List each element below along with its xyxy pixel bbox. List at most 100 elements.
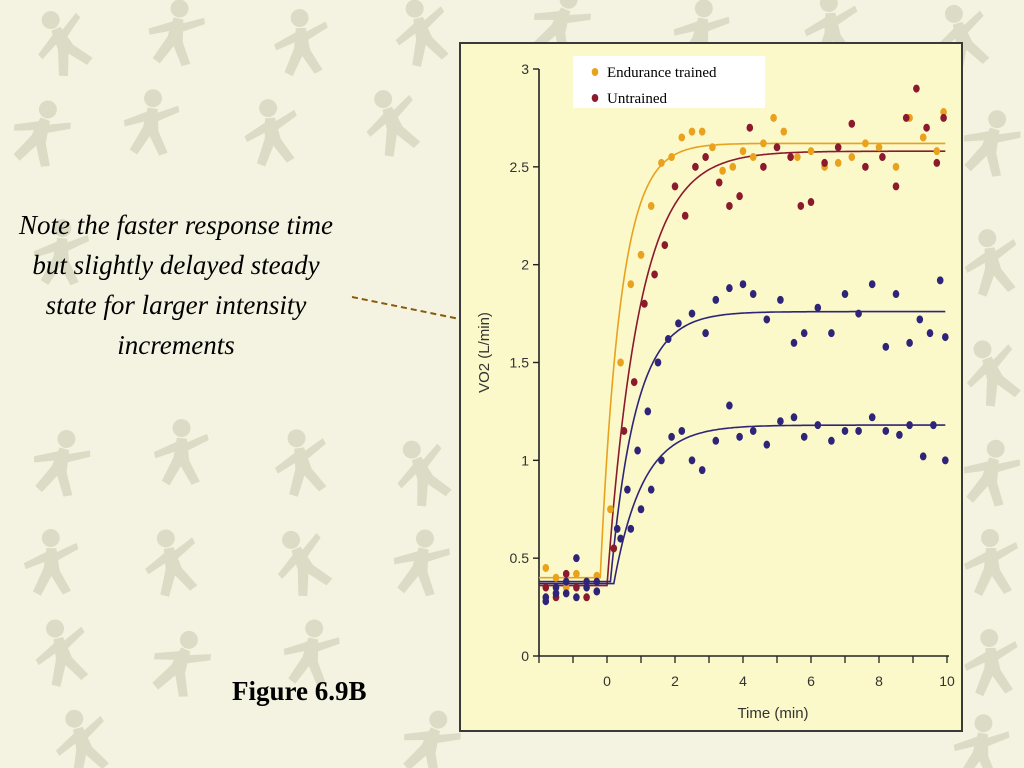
- data-point-series-3: [637, 505, 645, 514]
- data-point-series-3: [814, 421, 822, 430]
- data-point-series-1: [620, 426, 628, 435]
- data-point-series-1: [879, 153, 886, 162]
- data-point-series-0: [729, 162, 737, 171]
- data-point-series-2: [593, 587, 601, 596]
- skier-icon: [23, 529, 79, 596]
- thrower-icon: [33, 429, 91, 497]
- data-point-series-3: [668, 432, 675, 441]
- data-point-series-1: [892, 182, 900, 191]
- data-point-series-2: [777, 295, 784, 304]
- data-point-series-3: [855, 426, 862, 435]
- swimmer-icon: [277, 530, 333, 597]
- data-point-series-2: [624, 485, 631, 494]
- cyclist-icon: [964, 529, 1018, 596]
- x-tick-label: 4: [739, 673, 747, 689]
- data-point-series-0: [573, 569, 580, 578]
- data-point-series-3: [800, 432, 808, 441]
- y-tick-label: 1: [521, 452, 529, 468]
- runner-icon: [55, 709, 110, 768]
- data-point-series-1: [610, 544, 618, 553]
- data-point-series-2: [583, 577, 590, 586]
- data-point-series-0: [834, 158, 842, 167]
- skier-icon: [123, 89, 180, 156]
- data-point-series-3: [562, 577, 570, 586]
- data-point-series-3: [777, 417, 784, 426]
- skier-icon: [395, 0, 449, 67]
- data-point-series-0: [709, 143, 716, 152]
- x-tick-label: 6: [807, 673, 815, 689]
- basketball-player-icon: [35, 619, 89, 687]
- data-point-series-2: [814, 303, 822, 312]
- basketball-player-icon: [963, 439, 1021, 507]
- data-point-series-2: [702, 329, 709, 338]
- x-tick-label: 2: [671, 673, 679, 689]
- data-point-series-0: [933, 147, 941, 156]
- data-point-series-3: [882, 426, 890, 435]
- data-point-series-3: [712, 436, 720, 445]
- thrower-icon: [283, 619, 340, 687]
- data-point-series-3: [841, 426, 849, 435]
- data-point-series-0: [542, 563, 550, 572]
- fit-curve-2: [539, 310, 946, 583]
- data-point-series-1: [630, 378, 638, 387]
- data-point-series-2: [654, 358, 662, 367]
- data-point-series-1: [692, 162, 699, 171]
- data-point-series-1: [760, 162, 767, 171]
- fit-curve-1: [539, 150, 946, 587]
- figure-label: Figure 6.9B: [232, 676, 367, 706]
- legend-box: [573, 56, 765, 108]
- data-point-series-2: [906, 338, 913, 347]
- data-point-series-0: [617, 358, 624, 367]
- data-point-series-1: [702, 153, 709, 162]
- data-point-series-2: [892, 290, 900, 299]
- y-tick-label: 2.5: [510, 159, 530, 175]
- data-point-series-3: [627, 524, 635, 533]
- basketball-player-icon: [953, 714, 1010, 768]
- data-point-series-1: [726, 201, 733, 210]
- data-point-series-0: [892, 162, 900, 171]
- x-axis-title: Time (min): [737, 705, 808, 722]
- data-point-series-2: [712, 295, 720, 304]
- data-point-series-2: [664, 335, 672, 344]
- data-point-series-2: [726, 284, 733, 293]
- basketball-player-icon: [964, 229, 1017, 297]
- data-point-series-1: [651, 270, 658, 279]
- fit-curve-3: [539, 424, 946, 585]
- data-point-series-0: [848, 153, 856, 162]
- data-point-series-1: [542, 583, 550, 592]
- data-point-series-0: [698, 127, 706, 136]
- data-point-series-3: [583, 583, 590, 592]
- swimmer-icon: [366, 90, 421, 157]
- runner-icon: [274, 429, 327, 497]
- data-point-series-0: [739, 147, 747, 156]
- data-point-series-0: [637, 250, 645, 259]
- data-point-series-2: [855, 309, 862, 318]
- data-point-series-3: [930, 421, 937, 430]
- data-point-series-3: [688, 456, 696, 465]
- data-point-series-0: [719, 166, 726, 175]
- data-point-series-2: [936, 276, 944, 285]
- data-point-series-1: [583, 593, 590, 602]
- data-point-series-2: [634, 446, 641, 455]
- y-tick-label: 0.5: [510, 550, 530, 566]
- x-tick-label: 0: [603, 673, 611, 689]
- data-point-series-1: [573, 583, 580, 592]
- legend-marker: [591, 68, 599, 76]
- data-point-series-2: [763, 315, 771, 324]
- data-point-series-1: [797, 201, 805, 210]
- data-point-series-0: [562, 583, 570, 592]
- data-point-series-3: [647, 485, 655, 494]
- x-tick-label: 8: [875, 673, 883, 689]
- data-point-series-2: [868, 280, 876, 289]
- data-point-series-1: [834, 143, 842, 152]
- data-point-series-3: [942, 456, 949, 465]
- runner-icon: [38, 11, 93, 77]
- data-point-series-1: [641, 299, 648, 308]
- data-point-series-0: [794, 153, 801, 162]
- cyclist-icon: [397, 440, 452, 507]
- data-point-series-0: [760, 139, 767, 148]
- data-point-series-2: [800, 329, 808, 338]
- basketball-player-icon: [13, 100, 71, 167]
- data-point-series-1: [821, 158, 828, 167]
- thrower-icon: [244, 99, 297, 167]
